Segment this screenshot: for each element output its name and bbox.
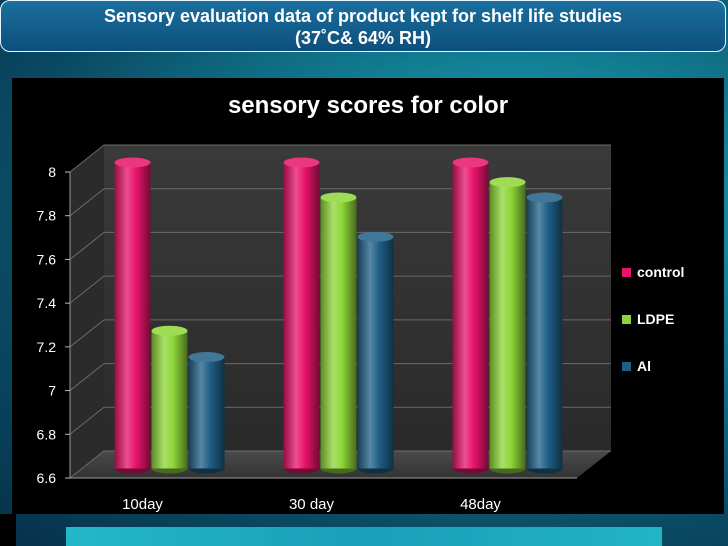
legend-swatch-Al: [622, 362, 631, 371]
x-tick-label: 48day: [460, 496, 501, 513]
y-tick-label: 7.2: [37, 339, 57, 355]
slide-title-line1: Sensory evaluation data of product kept …: [103, 6, 623, 26]
slide-title-banner: Sensory evaluation data of product kept …: [0, 0, 726, 52]
bar-body: [188, 357, 225, 469]
y-tick-label: 6.8: [37, 426, 57, 442]
bar-Al-0: [188, 352, 225, 474]
bar-body: [357, 236, 394, 469]
slide-title-line2: (37˚C& 64% RH): [294, 28, 432, 48]
legend-swatch-LDPE: [622, 315, 631, 324]
bar-body: [526, 197, 563, 469]
bar-LDPE-1: [320, 192, 357, 474]
bar-Al-2: [526, 192, 563, 474]
y-tick-label: 7.6: [37, 251, 57, 267]
x-tick-label: 10day: [122, 496, 163, 513]
chart-side-wall: [70, 145, 104, 478]
bar-top: [114, 157, 151, 168]
y-tick-label: 8: [48, 164, 56, 180]
gridline: [69, 275, 611, 304]
y-tick-label: 6.6: [37, 470, 57, 486]
gridline: [69, 450, 611, 479]
y-tick-label: 7.8: [37, 208, 57, 224]
chart-panel: sensory scores for color 8 7.8 7.6 7.4 7.2 7 6…: [12, 78, 724, 514]
legend-label-Al: Al: [637, 358, 651, 374]
bottom-left-block: [0, 514, 16, 546]
bar-control-1: [283, 157, 320, 474]
bar-body: [489, 182, 526, 469]
chart-title: sensory scores for color: [227, 92, 509, 119]
legend-swatch-control: [622, 268, 631, 277]
bar-top: [489, 177, 526, 188]
bar-body: [283, 162, 320, 469]
y-tick-label: 7: [48, 383, 56, 399]
bar-body: [320, 197, 357, 469]
bar-top: [151, 325, 188, 336]
bar-top: [283, 157, 320, 168]
gridline: [69, 231, 611, 260]
legend-label-control: control: [637, 264, 684, 280]
bar-Al-1: [357, 231, 394, 474]
y-tick-label: 7.4: [37, 295, 57, 311]
bar-control-0: [114, 157, 151, 474]
bar-top: [452, 157, 489, 168]
bar-body: [114, 162, 151, 469]
bar-LDPE-0: [151, 325, 188, 474]
bar-control-2: [452, 157, 489, 474]
bar-LDPE-2: [489, 177, 526, 474]
bottom-accent-bar: [66, 527, 662, 546]
bar-top: [188, 352, 225, 363]
bar-top: [526, 192, 563, 203]
gridline: [69, 188, 611, 217]
gridline: [69, 406, 611, 435]
bar-body: [151, 330, 188, 469]
bar-top: [357, 231, 394, 242]
bar-top: [320, 192, 357, 203]
bar-chart: 8 7.8 7.6 7.4 7.2 7 6.8 6.6 10day 30 day 48day con…: [37, 144, 684, 513]
gridline: [69, 363, 611, 391]
x-tick-label: 30 day: [289, 496, 335, 513]
legend-label-LDPE: LDPE: [637, 311, 674, 327]
bar-body: [452, 162, 489, 469]
gridline: [69, 144, 611, 173]
gridline: [69, 319, 611, 348]
